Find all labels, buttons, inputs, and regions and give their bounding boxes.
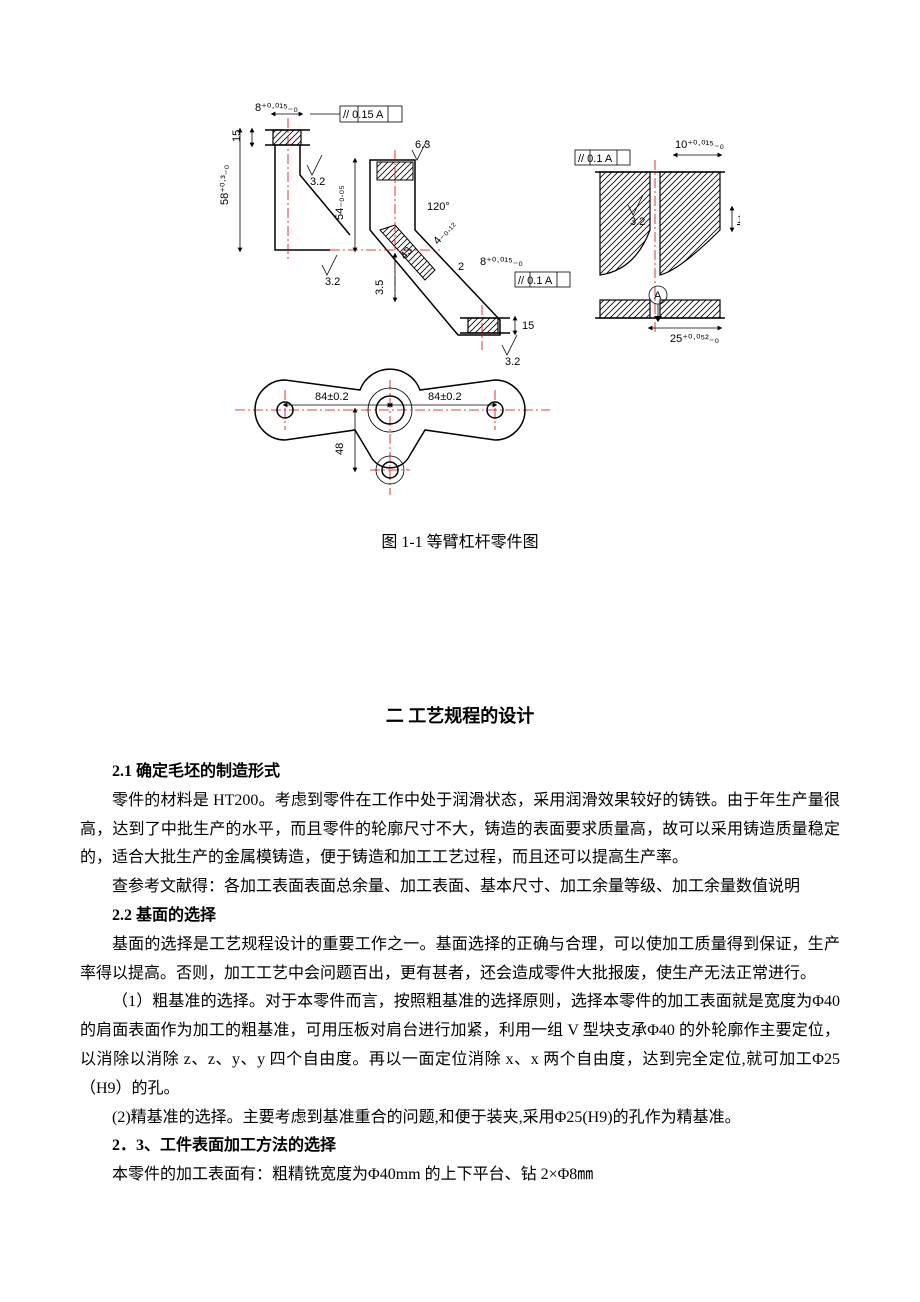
dim-35: 3.5 bbox=[374, 255, 395, 300]
sub2-heading: 2.2 基面的选择 bbox=[80, 902, 840, 931]
dim-8-top: 8⁺⁰·⁰¹⁵₋₀ bbox=[255, 102, 301, 114]
dim-58: 58⁺⁰·³₋₀ bbox=[219, 130, 240, 250]
svg-text:84±0.2: 84±0.2 bbox=[428, 391, 462, 403]
svg-text:A: A bbox=[654, 290, 662, 302]
section-title: 二 工艺规程的设计 bbox=[80, 702, 840, 728]
svg-text:58⁺⁰·³₋₀: 58⁺⁰·³₋₀ bbox=[219, 165, 231, 205]
dim-15-lower: 15 bbox=[515, 318, 534, 333]
ra-32-b: 3.2 bbox=[322, 255, 340, 288]
svg-text:16: 16 bbox=[737, 214, 740, 226]
svg-text:6.3: 6.3 bbox=[415, 139, 430, 151]
svg-text:3.2: 3.2 bbox=[325, 276, 340, 288]
detail-view: // 0.1 A 10⁺⁰·⁰¹⁵₋₀ 3.2 16 25⁺⁰·⁰⁵²₋₀ A bbox=[575, 139, 740, 345]
sub2-p2: （1）粗基准的选择。对于本零件而言，按照粗基准的选择原则，选择本零件的加工表面就… bbox=[80, 988, 840, 1103]
figure-caption: 图 1-1 等臂杠杆零件图 bbox=[381, 528, 538, 552]
ra-32-c: 3.2 bbox=[502, 335, 520, 368]
sub1-heading: 2.1 确定毛坯的制造形式 bbox=[80, 758, 840, 787]
svg-text:3.2: 3.2 bbox=[630, 216, 645, 228]
sub2-p3: (2)精基准的选择。主要考虑到基准重合的问题,和便于装夹,采用Φ25(H9)的孔… bbox=[80, 1104, 840, 1133]
svg-text:54₋₀.₀₅: 54₋₀.₀₅ bbox=[334, 185, 346, 220]
svg-text:3.5: 3.5 bbox=[374, 280, 386, 295]
svg-text:15: 15 bbox=[231, 130, 243, 142]
svg-text:// 0.15 A: // 0.15 A bbox=[343, 109, 384, 121]
dim-8-015: 8⁺⁰·⁰¹⁵₋₀ bbox=[480, 256, 523, 268]
sub1-p2: 查参考文献得：各加工表面表面总余量、加工表面、基本尺寸、加工余量等级、加工余量数… bbox=[80, 873, 840, 902]
dim-2: 2 bbox=[458, 261, 464, 273]
svg-text:25⁺⁰·⁰⁵²₋₀: 25⁺⁰·⁰⁵²₋₀ bbox=[670, 333, 719, 345]
dim-120: 120° bbox=[427, 201, 450, 213]
gtol-01A-1: // 0.1 A bbox=[515, 272, 570, 287]
figure-container: 8⁺⁰·⁰¹⁵₋₀ // 0.15 A 15 58⁺⁰·³₋₀ 54₋₀.₀₅ bbox=[80, 100, 840, 552]
svg-text:48: 48 bbox=[334, 443, 346, 455]
ra-32-a: 3.2 bbox=[307, 155, 325, 188]
svg-text:84±0.2: 84±0.2 bbox=[315, 391, 349, 403]
sub1-p1: 零件的材料是 HT200。考虑到零件在工作中处于润滑状态，采用润滑效果较好的铸铁… bbox=[80, 787, 840, 873]
dim-54: 54₋₀.₀₅ bbox=[334, 160, 355, 250]
ra-63: 6.3 bbox=[412, 139, 430, 160]
dim-label: 8⁺⁰·⁰¹⁵₋₀ bbox=[255, 102, 298, 114]
gtol-015A: // 0.15 A bbox=[310, 106, 402, 122]
dim-4-012: 4₋₀.₁₂ bbox=[431, 218, 458, 247]
top-view: 84±0.2 84±0.2 48 bbox=[235, 369, 550, 495]
svg-text:// 0.1 A: // 0.1 A bbox=[578, 153, 613, 165]
svg-text:15: 15 bbox=[522, 320, 534, 332]
dim-15: 15 bbox=[231, 130, 252, 145]
sub3-heading: 2．3、工件表面加工方法的选择 bbox=[80, 1132, 840, 1161]
svg-text:10⁺⁰·⁰¹⁵₋₀: 10⁺⁰·⁰¹⁵₋₀ bbox=[675, 139, 724, 151]
sub2-p1: 基面的选择是工艺规程设计的重要工作之一。基面选择的正确与合理，可以使加工质量得到… bbox=[80, 931, 840, 989]
svg-text:// 0.1 A: // 0.1 A bbox=[518, 275, 553, 287]
svg-text:3.2: 3.2 bbox=[505, 356, 520, 368]
part-drawing: 8⁺⁰·⁰¹⁵₋₀ // 0.15 A 15 58⁺⁰·³₋₀ 54₋₀.₀₅ bbox=[180, 100, 740, 520]
svg-text:3.2: 3.2 bbox=[310, 176, 325, 188]
sub3-p1: 本零件的加工表面有：粗精铣宽度为Φ40mm 的上下平台、钻 2×Φ8㎜ bbox=[80, 1161, 840, 1190]
